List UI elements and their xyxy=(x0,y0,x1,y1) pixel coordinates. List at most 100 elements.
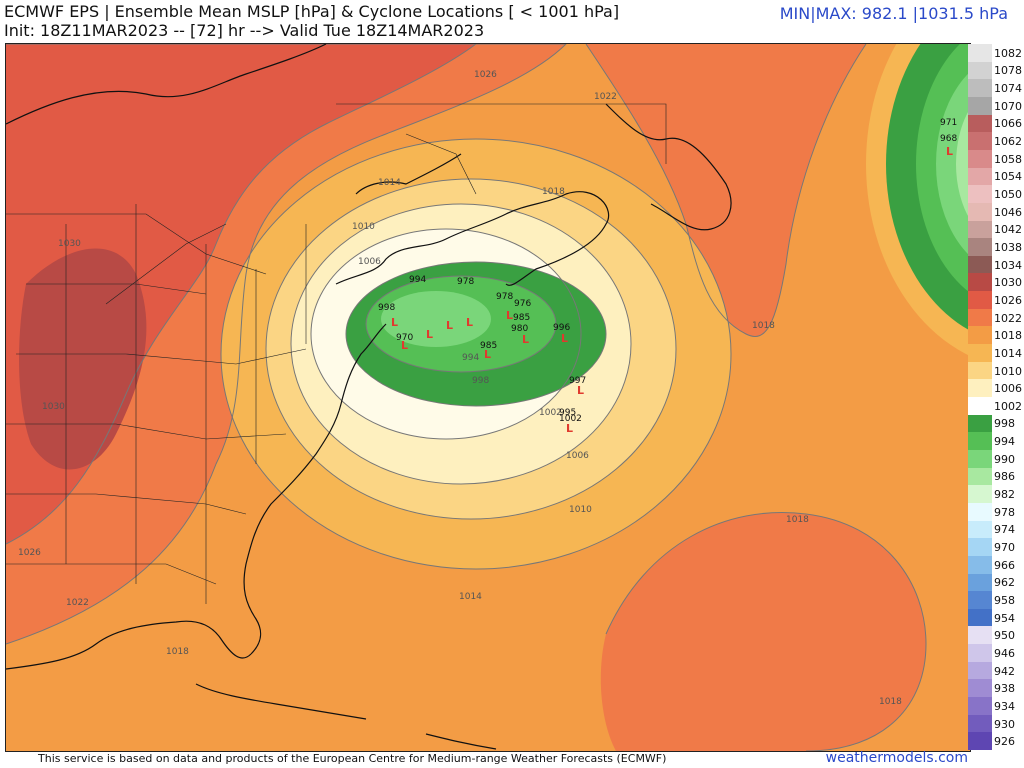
isobar-label: 1018 xyxy=(786,515,809,525)
color-scale-swatch xyxy=(968,608,992,627)
color-scale-swatch xyxy=(968,326,992,345)
color-scale-label: 962 xyxy=(994,576,1015,590)
color-scale-label: 1002 xyxy=(994,399,1022,413)
svg-text:L: L xyxy=(522,333,529,346)
min-max-readout: MIN|MAX: 982.1 |1031.5 hPa xyxy=(779,4,1008,23)
color-scale-swatch xyxy=(968,644,992,663)
color-scale-label: 1042 xyxy=(994,223,1022,237)
color-scale-swatch xyxy=(968,202,992,221)
cyclone-pressure-label: 968 xyxy=(940,134,957,144)
isobar-label: 1006 xyxy=(566,451,589,461)
color-scale-label: 1006 xyxy=(994,382,1022,396)
svg-text:L: L xyxy=(401,339,408,352)
color-scale-swatch xyxy=(968,114,992,133)
isobar-label: 1018 xyxy=(879,697,902,707)
isobar-label: 994 xyxy=(462,353,479,363)
cyclone-pressure-label: 996 xyxy=(553,323,570,333)
isobar-label: 1002 xyxy=(539,408,562,418)
color-scale-label: 1030 xyxy=(994,276,1022,290)
color-scale-label: 978 xyxy=(994,505,1015,519)
color-scale-swatch xyxy=(968,502,992,522)
color-scale-swatch xyxy=(968,414,992,433)
cyclone-pressure-label: 978 xyxy=(457,277,474,287)
color-scale-label: 1062 xyxy=(994,135,1022,149)
color-scale-label: 970 xyxy=(994,541,1015,555)
isobar-label: 1030 xyxy=(42,402,65,412)
color-scale-label: 946 xyxy=(994,646,1015,660)
cyclone-pressure-label: 985 xyxy=(513,313,530,323)
data-credit: This service is based on data and produc… xyxy=(38,752,667,765)
color-scale-label: 1026 xyxy=(994,293,1022,307)
color-scale-label: 982 xyxy=(994,488,1015,502)
color-scale-swatch xyxy=(968,485,992,504)
color-scale-swatch xyxy=(968,361,992,380)
color-scale-label: 958 xyxy=(994,593,1015,607)
cyclone-pressure-label: 995 xyxy=(559,408,576,418)
brand-link[interactable]: weathermodels.com xyxy=(825,750,968,766)
isobar-label: 1010 xyxy=(569,505,592,515)
cyclone-pressure-label: 994 xyxy=(409,275,426,285)
color-scale-label: 1050 xyxy=(994,188,1022,202)
pressure-map: 1026 1022 1018 1014 1010 1006 1030 1030 … xyxy=(5,43,971,752)
color-scale-swatch xyxy=(968,79,992,98)
color-scale-swatch xyxy=(968,220,992,239)
color-scale-swatch xyxy=(968,149,992,169)
color-scale-swatch xyxy=(968,626,992,645)
isobar-label: 1018 xyxy=(166,647,189,657)
color-scale-label: 1022 xyxy=(994,311,1022,325)
color-scale-swatch xyxy=(968,591,992,610)
isobar-label: 1014 xyxy=(378,178,401,188)
color-scale-swatch xyxy=(968,344,992,363)
color-scale-swatch xyxy=(968,679,992,698)
color-scale-label: 986 xyxy=(994,470,1015,484)
color-scale-swatch xyxy=(968,467,992,486)
cyclone-pressure-label: 998 xyxy=(378,303,395,313)
svg-text:L: L xyxy=(466,316,473,329)
cyclone-pressure-label: 978 xyxy=(496,292,513,302)
svg-text:L: L xyxy=(391,316,398,329)
svg-text:L: L xyxy=(484,348,491,361)
isobar-label: 1030 xyxy=(58,239,81,249)
isobar-label: 1026 xyxy=(18,548,41,558)
color-scale-label: 934 xyxy=(994,699,1015,713)
pressure-map-svg: 1026 1022 1018 1014 1010 1006 1030 1030 … xyxy=(6,44,970,751)
cyclone-pressure-label: 985 xyxy=(480,341,497,351)
color-scale-swatch xyxy=(968,273,992,292)
color-scale-swatch xyxy=(968,379,992,398)
isobar-label: 1022 xyxy=(66,598,89,608)
map-subtitle: Init: 18Z11MAR2023 -- [72] hr --> Valid … xyxy=(4,21,485,40)
svg-text:L: L xyxy=(577,384,584,397)
color-scale-swatch xyxy=(968,397,992,416)
color-scale-label: 950 xyxy=(994,629,1015,643)
color-scale-swatch xyxy=(968,167,992,186)
isobar-label: 1010 xyxy=(352,222,375,232)
color-scale-label: 1046 xyxy=(994,205,1022,219)
color-scale-legend: 1082 1078 1074 1070 1066 1062 1058 1054 1050 1046… xyxy=(968,44,1024,751)
color-scale-swatch xyxy=(968,449,992,469)
cyclone-pressure-label: 970 xyxy=(396,333,413,343)
color-scale-swatch xyxy=(968,44,992,63)
color-scale-label: 1018 xyxy=(994,329,1022,343)
color-scale-swatch xyxy=(968,573,992,592)
svg-text:L: L xyxy=(446,319,453,332)
color-scale-swatch xyxy=(968,555,992,574)
svg-text:L: L xyxy=(946,145,953,158)
color-scale-label: 1082 xyxy=(994,46,1022,60)
color-scale-label: 926 xyxy=(994,735,1015,749)
color-scale-swatch xyxy=(968,238,992,257)
svg-text:L: L xyxy=(561,332,568,345)
isobar-label: 1022 xyxy=(594,92,617,102)
color-scale-label: 1070 xyxy=(994,99,1022,113)
isobar-label: 998 xyxy=(472,376,489,386)
color-scale-label: 974 xyxy=(994,523,1015,537)
cyclone-pressure-label: 971 xyxy=(940,118,957,128)
color-scale-label: 998 xyxy=(994,417,1015,431)
isobar-label: 1006 xyxy=(358,257,381,267)
color-scale-label: 954 xyxy=(994,611,1015,625)
svg-text:L: L xyxy=(566,422,573,435)
color-scale-label: 1058 xyxy=(994,152,1022,166)
cyclone-pressure-label: 997 xyxy=(569,376,586,386)
isobar-label: 1018 xyxy=(542,187,565,197)
svg-text:L: L xyxy=(426,328,433,341)
color-scale-swatch xyxy=(968,432,992,451)
